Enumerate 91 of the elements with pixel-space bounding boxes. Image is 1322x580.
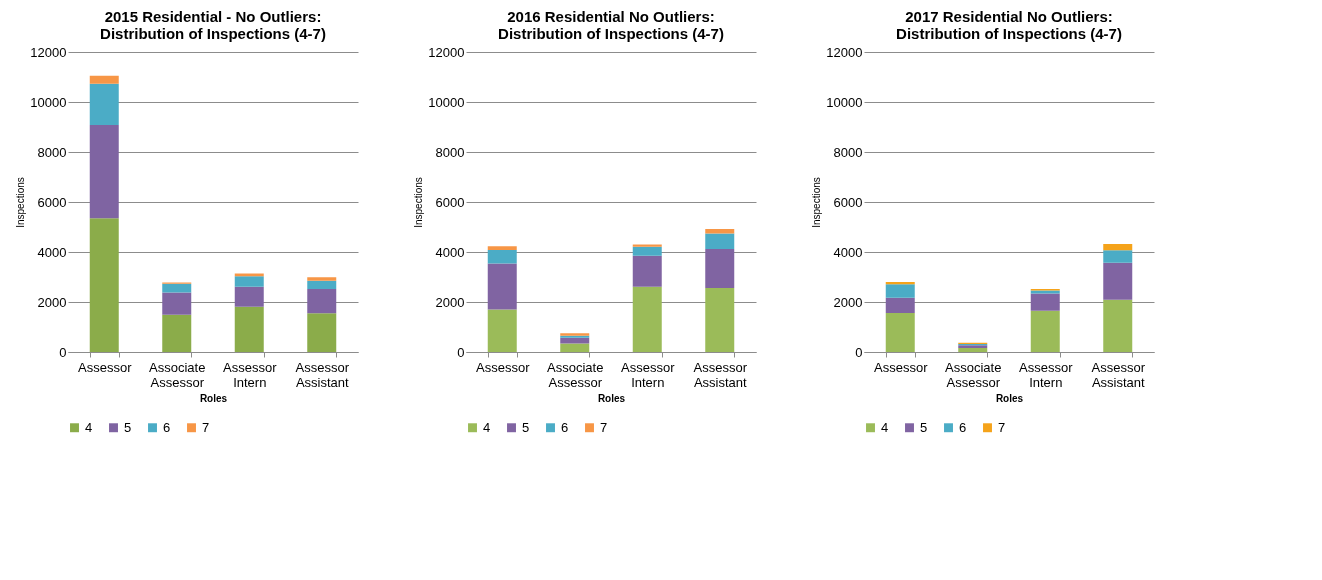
y-tick-label: 6000	[833, 194, 863, 210]
bar	[89, 83, 119, 125]
bar	[89, 218, 119, 352]
y-tick-label: 0	[59, 344, 67, 360]
bar	[487, 263, 517, 310]
bar	[705, 233, 735, 249]
y-tick-label: 6000	[435, 194, 465, 210]
legend-label: 5	[522, 419, 530, 435]
y-tick-label: 2000	[37, 294, 67, 310]
x-tick-label: Associate Assessor	[547, 359, 604, 390]
x-tick-label: Assessor	[874, 359, 929, 375]
y-tick-label: 2000	[833, 294, 863, 310]
x-tick-label: Assessor Assistant	[693, 359, 748, 390]
bar	[885, 313, 915, 352]
legend-label: 6	[561, 419, 569, 435]
bar	[958, 348, 988, 352]
bar	[632, 255, 662, 287]
x-tick-label: Associate Assessor	[945, 359, 1002, 390]
x-axis-title: Roles	[995, 392, 1024, 404]
bar	[1103, 244, 1133, 251]
y-tick-label: 0	[855, 344, 863, 360]
bar	[560, 337, 590, 344]
x-tick-label: Assessor Assistant	[295, 359, 350, 390]
bar	[705, 249, 735, 288]
bar	[1030, 293, 1060, 311]
legend-label: 7	[202, 419, 210, 435]
legend-label: 5	[920, 419, 928, 435]
bar	[234, 276, 264, 287]
bar	[162, 292, 192, 315]
y-tick-label: 4000	[833, 244, 863, 260]
legend-label: 4	[881, 419, 889, 435]
bar	[1103, 262, 1133, 300]
y-tick-label: 8000	[435, 144, 465, 160]
bar	[1103, 299, 1133, 352]
bar	[632, 246, 662, 256]
bar	[1030, 310, 1060, 352]
bar	[705, 288, 735, 352]
y-tick-label: 10000	[428, 94, 465, 110]
bar	[307, 280, 337, 289]
bar	[885, 284, 915, 298]
x-axis-title: Roles	[597, 392, 626, 404]
legend-label: 4	[483, 419, 491, 435]
y-axis-title: Inspections	[811, 177, 823, 228]
legend-label: 7	[600, 419, 608, 435]
bar	[89, 125, 119, 219]
bar	[307, 313, 337, 352]
y-tick-label: 4000	[37, 244, 67, 260]
y-tick-label: 10000	[30, 94, 67, 110]
y-tick-label: 12000	[30, 44, 67, 60]
bar	[560, 343, 590, 352]
bar	[487, 309, 517, 352]
bar	[885, 297, 915, 313]
bar	[162, 283, 192, 293]
y-axis-title: Inspections	[15, 177, 27, 228]
bar	[307, 277, 337, 281]
bar	[307, 289, 337, 314]
x-tick-label: Assessor	[476, 359, 531, 375]
legend-label: 7	[998, 419, 1006, 435]
chart-title: 2017 Residential No Outliers: Distribution of Inspections (4-7)	[896, 8, 1122, 42]
legend-label: 5	[124, 419, 132, 435]
y-tick-label: 10000	[826, 94, 863, 110]
y-tick-label: 8000	[37, 144, 67, 160]
bar	[234, 306, 264, 352]
y-tick-label: 12000	[826, 44, 863, 60]
y-tick-label: 2000	[435, 294, 465, 310]
y-tick-label: 12000	[428, 44, 465, 60]
legend-label: 4	[85, 419, 93, 435]
x-axis-title: Roles	[199, 392, 228, 404]
y-tick-label: 6000	[37, 194, 67, 210]
chart-title: 2015 Residential - No Outliers: Distribution of Inspections (4-7)	[100, 8, 326, 42]
y-tick-label: 4000	[435, 244, 465, 260]
y-axis-title: Inspections	[413, 177, 425, 228]
bar	[705, 229, 735, 234]
bar	[1103, 250, 1133, 263]
bar	[89, 75, 119, 84]
x-tick-label: Assessor Intern	[223, 359, 278, 390]
bar	[632, 286, 662, 352]
x-tick-label: Assessor Assistant	[1091, 359, 1146, 390]
bar	[487, 246, 517, 250]
y-tick-label: 0	[457, 344, 465, 360]
legend-label: 6	[163, 419, 171, 435]
legend-label: 6	[959, 419, 967, 435]
x-tick-label: Assessor	[78, 359, 133, 375]
x-tick-label: Associate Assessor	[149, 359, 206, 390]
y-tick-label: 8000	[833, 144, 863, 160]
chart-title: 2016 Residential No Outliers: Distribution of Inspections (4-7)	[498, 8, 724, 42]
bar	[487, 250, 517, 264]
x-tick-label: Assessor Intern	[1019, 359, 1074, 390]
bar	[162, 314, 192, 352]
bar	[234, 286, 264, 307]
x-tick-label: Assessor Intern	[621, 359, 676, 390]
